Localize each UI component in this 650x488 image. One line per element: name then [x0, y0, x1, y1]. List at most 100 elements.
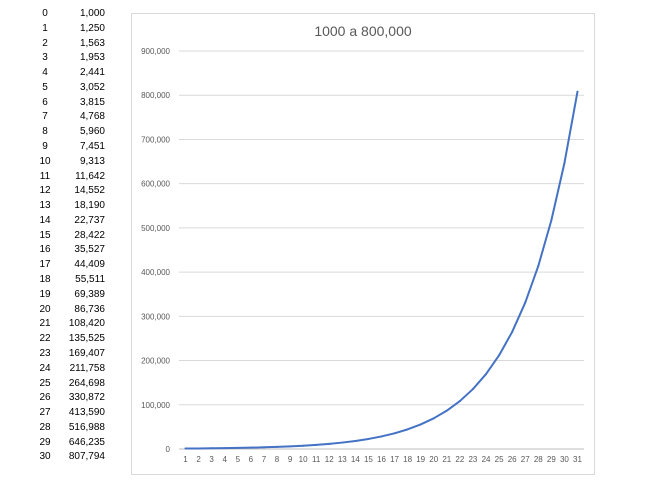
table-row: 22 135,525 — [0, 331, 130, 347]
row-value: 11,642 — [75, 170, 105, 182]
table-row: 0 1,000 — [0, 6, 130, 22]
row-value: 5,960 — [79, 126, 105, 138]
row-value: 86,736 — [74, 303, 105, 315]
row-value: 646,235 — [68, 436, 105, 448]
row-index: 6 — [42, 96, 48, 108]
row-value: 9,313 — [79, 155, 105, 167]
table-row: 9 7,451 — [0, 139, 130, 155]
row-value: 135,525 — [68, 333, 105, 345]
row-index: 16 — [39, 244, 51, 256]
row-value: 22,737 — [74, 214, 105, 226]
row-index: 25 — [39, 377, 51, 389]
x-tick-label: 9 — [288, 455, 293, 464]
data-point — [537, 265, 540, 268]
row-index: 26 — [39, 392, 51, 404]
table-row: 19 69,389 — [0, 287, 130, 303]
table-row: 7 4,768 — [0, 109, 130, 125]
data-point — [563, 162, 566, 165]
x-tick-label: 26 — [508, 455, 517, 464]
row-value: 28,422 — [74, 229, 105, 241]
y-tick-label: 400,000 — [141, 268, 170, 277]
row-index: 28 — [39, 421, 51, 433]
data-point — [275, 445, 278, 448]
row-index: 1 — [42, 22, 48, 34]
row-index: 0 — [42, 8, 48, 19]
table-row: 30 807,794 — [0, 449, 130, 465]
row-value: 264,698 — [68, 377, 105, 389]
x-tick-label: 8 — [275, 455, 280, 464]
table-row: 11 11,642 — [0, 169, 130, 185]
row-index: 29 — [39, 436, 51, 448]
row-value: 44,409 — [74, 259, 105, 271]
row-index: 20 — [39, 303, 51, 315]
x-tick-label: 28 — [534, 455, 543, 464]
data-point — [328, 442, 331, 445]
table-row: 14 22,737 — [0, 213, 130, 229]
data-point — [367, 437, 370, 440]
row-value: 807,794 — [68, 451, 105, 463]
y-tick-label: 0 — [166, 445, 171, 454]
table-row: 8 5,960 — [0, 124, 130, 140]
data-point — [511, 330, 514, 333]
x-tick-label: 4 — [222, 455, 227, 464]
row-index: 13 — [39, 200, 51, 212]
y-tick-label: 700,000 — [141, 135, 170, 144]
x-tick-label: 11 — [312, 455, 321, 464]
y-tick-label: 100,000 — [141, 401, 170, 410]
data-point — [498, 354, 501, 357]
row-value: 3,815 — [79, 96, 105, 108]
table-row: 4 2,441 — [0, 65, 130, 81]
table-row: 20 86,736 — [0, 302, 130, 318]
row-value: 14,552 — [74, 185, 105, 197]
data-point — [197, 447, 200, 450]
data-point — [354, 439, 357, 442]
x-tick-label: 27 — [521, 455, 530, 464]
y-tick-label: 200,000 — [141, 357, 170, 366]
y-tick-label: 800,000 — [141, 91, 170, 100]
x-tick-label: 21 — [442, 455, 451, 464]
x-tick-label: 18 — [403, 455, 412, 464]
data-point — [576, 90, 579, 93]
data-point — [445, 409, 448, 412]
x-tick-label: 16 — [377, 455, 386, 464]
data-point — [485, 373, 488, 376]
row-index: 4 — [42, 67, 48, 79]
data-point — [419, 423, 422, 426]
row-value: 7,451 — [79, 141, 105, 153]
table-row: 29 646,235 — [0, 435, 130, 451]
table-row: 28 516,988 — [0, 420, 130, 436]
row-value: 1,250 — [79, 22, 105, 34]
data-point — [393, 432, 396, 435]
row-index: 7 — [42, 111, 48, 123]
x-tick-label: 31 — [573, 455, 582, 464]
x-tick-label: 23 — [468, 455, 477, 464]
row-index: 9 — [42, 141, 48, 153]
table-row: 1 1,250 — [0, 21, 130, 37]
x-tick-label: 1 — [183, 455, 188, 464]
table-row: 24 211,758 — [0, 361, 130, 377]
row-index: 23 — [39, 347, 51, 359]
row-index: 11 — [39, 170, 51, 182]
row-value: 516,988 — [68, 421, 105, 433]
x-tick-label: 3 — [209, 455, 214, 464]
table-row: 16 35,527 — [0, 242, 130, 258]
data-point — [432, 417, 435, 420]
row-value: 413,590 — [68, 407, 105, 419]
x-tick-label: 7 — [262, 455, 267, 464]
row-value: 18,190 — [74, 200, 105, 212]
row-index: 30 — [39, 451, 51, 463]
row-index: 8 — [42, 126, 48, 138]
data-point — [289, 445, 292, 448]
x-tick-label: 17 — [390, 455, 399, 464]
chart-area: 1000 a 800,000 0 100,000 200,000 300,000 400… — [131, 13, 595, 475]
table-row: 10 9,313 — [0, 154, 130, 170]
x-tick-label: 13 — [338, 455, 347, 464]
row-index: 2 — [42, 37, 48, 49]
x-tick-label: 25 — [495, 455, 504, 464]
row-value: 4,768 — [79, 111, 105, 123]
row-value: 55,511 — [75, 274, 105, 286]
table-row: 13 18,190 — [0, 198, 130, 214]
series-line — [184, 90, 579, 450]
x-tick-label: 29 — [547, 455, 556, 464]
data-point — [184, 447, 187, 450]
